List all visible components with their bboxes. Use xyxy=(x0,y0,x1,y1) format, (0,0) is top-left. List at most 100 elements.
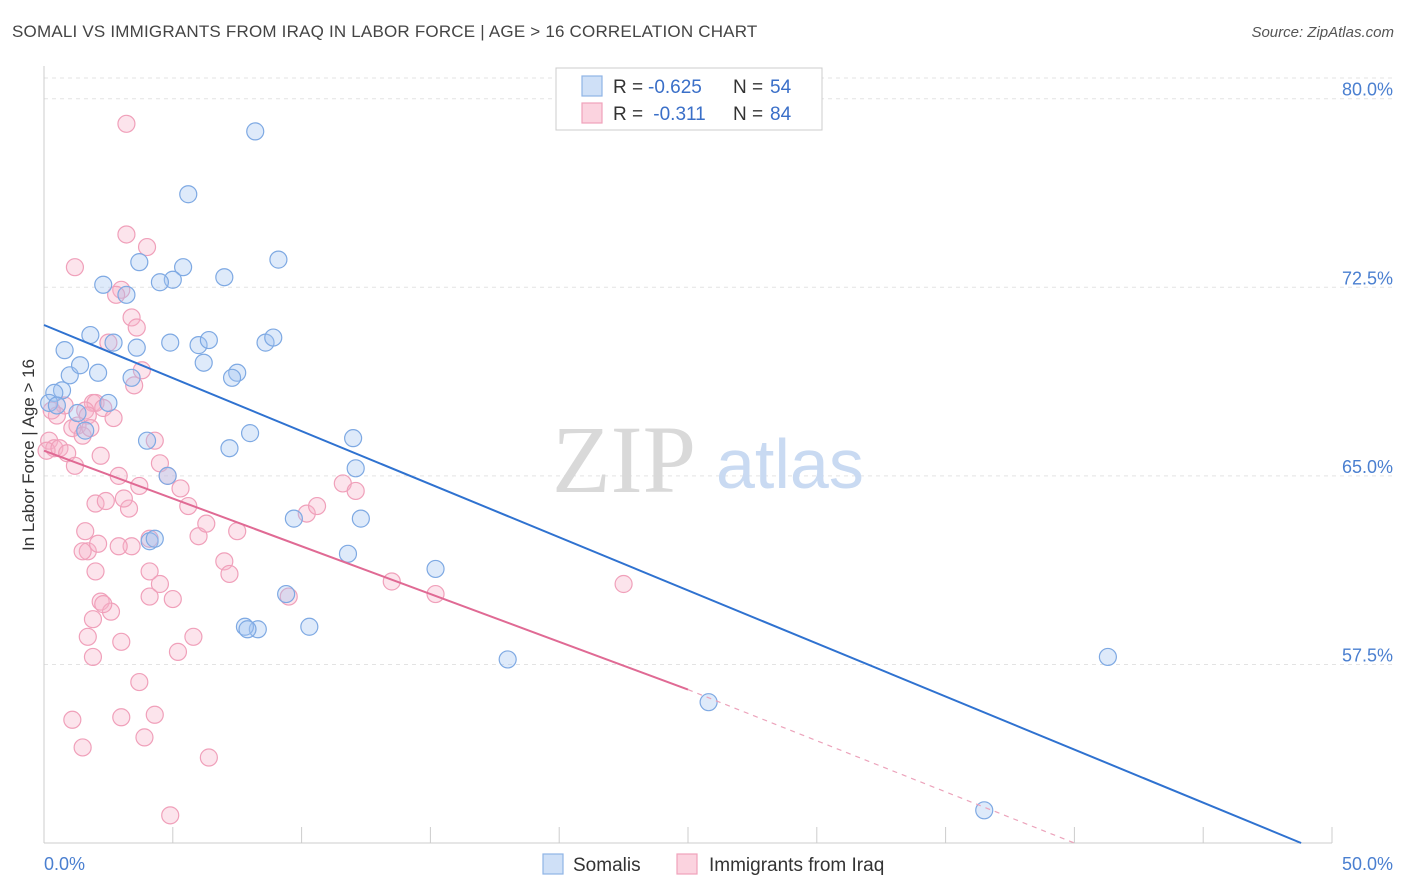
point-iraq xyxy=(112,708,131,727)
point-somalis xyxy=(246,122,265,141)
point-iraq xyxy=(83,610,103,629)
bottom-legend-swatch-somalis xyxy=(542,853,564,875)
point-somalis xyxy=(122,368,141,387)
point-iraq xyxy=(168,642,188,661)
point-somalis xyxy=(498,650,517,669)
chart-title: SOMALI VS IMMIGRANTS FROM IRAQ IN LABOR … xyxy=(12,22,758,41)
point-somalis xyxy=(284,509,303,528)
bottom-legend-swatch-iraq xyxy=(676,853,698,875)
point-somalis xyxy=(235,617,255,636)
point-iraq xyxy=(127,318,146,337)
point-somalis xyxy=(99,393,118,413)
point-iraq xyxy=(130,672,149,692)
point-somalis xyxy=(161,333,180,352)
bottom-legend: Somalis Immigrants from Iraq xyxy=(542,853,884,876)
point-iraq xyxy=(73,426,92,445)
point-somalis xyxy=(174,258,193,277)
point-somalis xyxy=(158,466,177,485)
point-iraq xyxy=(65,258,85,277)
point-somalis xyxy=(55,341,74,360)
point-somalis xyxy=(220,439,239,458)
point-somalis xyxy=(426,559,445,579)
point-iraq xyxy=(83,647,103,667)
axes xyxy=(43,66,1333,844)
y-tick-label: 72.5% xyxy=(1342,268,1393,288)
point-somalis xyxy=(238,620,257,639)
point-iraq xyxy=(96,491,115,511)
point-somalis xyxy=(338,544,358,563)
point-somalis xyxy=(351,509,370,528)
legend-r-label-2: R = xyxy=(613,104,643,125)
point-somalis xyxy=(189,336,208,355)
trend-line-iraq xyxy=(43,449,689,691)
y-axis-title: In Labor Force | Age > 16 xyxy=(19,359,38,551)
point-iraq xyxy=(78,627,97,646)
point-somalis xyxy=(1098,647,1117,667)
point-iraq xyxy=(78,542,97,561)
legend-n-label-2: N = xyxy=(733,104,763,125)
point-somalis xyxy=(117,285,136,304)
point-iraq xyxy=(104,408,123,428)
point-somalis xyxy=(140,532,159,551)
legend-swatch-somalis xyxy=(581,75,603,97)
point-somalis xyxy=(94,275,113,294)
point-iraq xyxy=(199,748,218,767)
y-tick-labels: 57.5% 65.0% 72.5% 80.0% xyxy=(1342,80,1393,666)
point-somalis xyxy=(104,333,123,352)
point-iraq xyxy=(114,489,133,508)
watermark-zip: ZIP xyxy=(552,406,696,513)
point-somalis xyxy=(344,429,363,448)
point-somalis xyxy=(76,421,95,440)
point-iraq xyxy=(197,514,216,533)
point-iraq xyxy=(137,237,157,257)
point-somalis xyxy=(68,403,87,423)
point-somalis xyxy=(240,424,260,443)
bottom-legend-label-iraq: Immigrants from Iraq xyxy=(709,855,884,876)
grid-lines xyxy=(44,77,1392,665)
point-iraq xyxy=(88,534,108,553)
legend-box: R = -0.625 N = 54 R = -0.311 N = 84 xyxy=(555,67,823,131)
point-iraq xyxy=(117,114,136,133)
point-iraq xyxy=(86,562,105,581)
legend-swatch-iraq xyxy=(581,102,603,124)
point-iraq xyxy=(107,285,126,304)
bottom-legend-label-somalis: Somalis xyxy=(573,855,641,876)
y-tick-label: 57.5% xyxy=(1342,645,1393,665)
point-iraq xyxy=(140,587,159,606)
point-somalis xyxy=(137,431,157,450)
point-somalis xyxy=(199,330,218,350)
source-label: Source: ZipAtlas.com xyxy=(1251,24,1394,41)
point-iraq xyxy=(163,589,182,609)
point-iraq xyxy=(140,562,159,581)
x-tick-labels: 0.0% 50.0% xyxy=(44,854,1393,874)
x-tick-label: 0.0% xyxy=(44,854,85,874)
point-iraq xyxy=(145,705,164,724)
point-iraq xyxy=(145,431,164,450)
point-iraq xyxy=(76,522,95,541)
point-iraq xyxy=(112,280,131,299)
point-somalis xyxy=(699,693,718,712)
point-somalis xyxy=(228,363,247,382)
point-iraq xyxy=(279,587,298,606)
point-iraq xyxy=(150,574,170,594)
point-somalis xyxy=(130,253,149,272)
point-somalis xyxy=(277,584,296,604)
legend-n-value-2: 84 xyxy=(770,104,792,125)
x-tick-label: 50.0% xyxy=(1342,854,1393,874)
point-somalis xyxy=(300,617,319,636)
watermark: ZIP atlas xyxy=(552,406,864,513)
point-somalis xyxy=(215,268,234,287)
legend-r-value-1: -0.625 xyxy=(648,77,702,98)
point-somalis xyxy=(88,363,108,382)
trend-line-somalis xyxy=(43,324,1302,844)
point-iraq xyxy=(109,537,128,556)
point-iraq xyxy=(73,542,92,561)
point-somalis xyxy=(264,328,283,347)
y-tick-label: 65.0% xyxy=(1342,457,1393,477)
point-iraq xyxy=(117,225,136,244)
point-iraq xyxy=(135,728,154,747)
point-iraq xyxy=(94,595,113,614)
point-somalis xyxy=(194,353,213,372)
legend-r-value-2: -0.311 xyxy=(648,104,706,125)
